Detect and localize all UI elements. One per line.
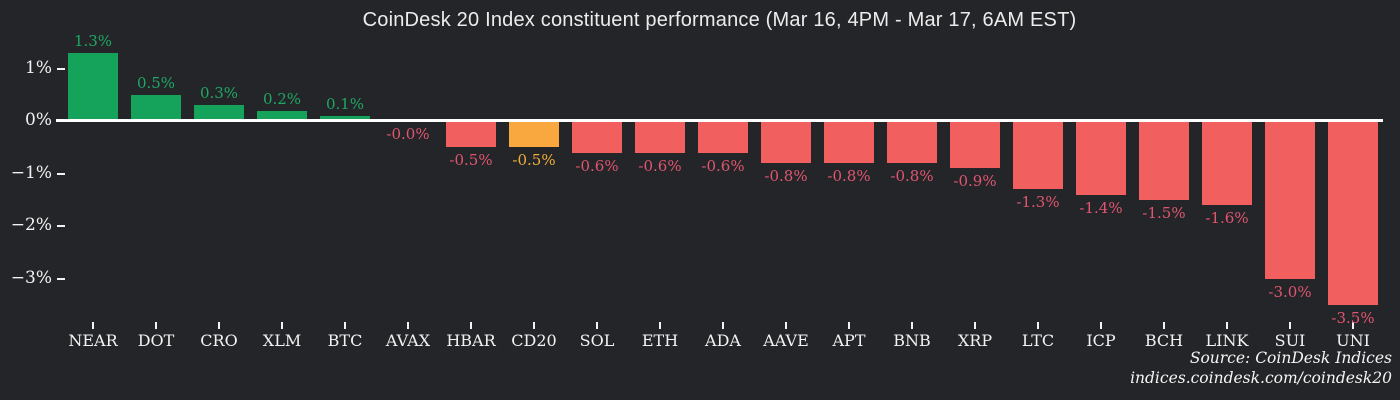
bar-ada <box>698 121 748 153</box>
x-axis-tick-mark <box>974 322 976 329</box>
x-axis-tick-mark <box>92 322 94 329</box>
x-axis-label-btc: BTC <box>327 331 363 350</box>
bar-value-label: -0.6% <box>575 156 619 175</box>
x-axis-label-bch: BCH <box>1144 331 1184 350</box>
bar-value-label: -0.5% <box>512 151 556 170</box>
bar-cro <box>194 105 244 121</box>
x-axis-label-icp: ICP <box>1086 331 1116 350</box>
y-axis-tick-label: 1% <box>25 57 52 78</box>
x-axis-tick-mark <box>470 322 472 329</box>
bar-aave <box>761 121 811 163</box>
bar-value-label: -0.8% <box>764 167 808 185</box>
bar-value-label: -0.8% <box>827 167 871 185</box>
bar-value-label: -1.4% <box>1079 198 1123 217</box>
x-axis-tick-mark <box>1163 322 1165 329</box>
x-axis-tick-mark <box>785 322 787 329</box>
y-axis-tick-mark <box>57 172 65 175</box>
bar-value-label: 0.1% <box>325 94 365 113</box>
bar-xlm <box>257 110 307 121</box>
x-axis-label-avax: AVAX <box>385 331 431 350</box>
x-axis-label-eth: ETH <box>641 331 679 350</box>
x-axis-tick-mark <box>1226 322 1228 329</box>
x-axis-tick-mark <box>1352 322 1354 329</box>
zero-baseline <box>56 119 1383 122</box>
bar-uni <box>1328 121 1378 305</box>
x-axis-tick-mark <box>1289 322 1291 329</box>
bar-hbar <box>446 121 496 148</box>
x-axis-label-sui: SUI <box>1274 331 1306 350</box>
x-axis-label-aave: AAVE <box>763 331 809 350</box>
bar-apt <box>824 121 874 163</box>
x-axis-label-sol: SOL <box>579 331 615 350</box>
bar-value-label: 0.2% <box>262 89 302 108</box>
y-axis-tick-label: −1% <box>10 162 52 183</box>
bar-sui <box>1265 121 1315 279</box>
bar-value-label: -1.6% <box>1205 209 1249 227</box>
x-axis-label-link: LINK <box>1205 331 1249 350</box>
x-axis-label-apt: APT <box>832 331 866 350</box>
x-axis-tick-mark <box>911 322 913 329</box>
bar-value-label: 1.3% <box>73 31 113 50</box>
bar-value-label: -0.0% <box>386 125 430 143</box>
x-axis-tick-mark <box>1100 322 1102 329</box>
y-axis-tick-label: −2% <box>10 215 52 235</box>
y-axis-tick-mark <box>57 225 65 227</box>
bar-eth <box>635 121 685 153</box>
bar-value-label: -0.8% <box>890 167 934 185</box>
x-axis-label-uni: UNI <box>1336 331 1370 350</box>
bar-value-label: -1.3% <box>1016 193 1060 212</box>
bar-bch <box>1139 121 1189 200</box>
bar-value-label: -0.9% <box>953 172 997 191</box>
x-axis-tick-mark <box>659 322 661 329</box>
bar-bnb <box>887 121 937 163</box>
bar-link <box>1202 121 1252 205</box>
bar-dot <box>131 94 181 121</box>
x-axis-tick-mark <box>407 322 409 329</box>
source-attribution: Source: CoinDesk Indices indices.coindes… <box>1130 348 1392 388</box>
x-axis-tick-mark <box>155 322 157 329</box>
bar-value-label: -1.5% <box>1142 203 1186 222</box>
bar-xrp <box>950 121 1000 169</box>
bar-cd20 <box>509 121 559 148</box>
y-axis-tick-label: 0% <box>25 110 52 130</box>
x-axis-label-hbar: HBAR <box>446 331 496 350</box>
bar-ltc <box>1013 121 1063 190</box>
bar-sol <box>572 121 622 153</box>
x-axis-label-xlm: XLM <box>262 331 302 350</box>
bar-value-label: 0.3% <box>199 84 239 103</box>
x-axis-label-cd20: CD20 <box>511 331 557 350</box>
chart-title: CoinDesk 20 Index constituent performanc… <box>362 9 1077 31</box>
x-axis-tick-mark <box>596 322 598 329</box>
x-axis-label-near: NEAR <box>68 331 118 350</box>
x-axis-tick-mark <box>1037 322 1039 329</box>
bar-value-label: -3.0% <box>1268 282 1312 301</box>
bar-value-label: -0.5% <box>449 151 493 170</box>
source-url: indices.coindesk.com/coindesk20 <box>1130 369 1392 387</box>
x-axis-tick-mark <box>344 322 346 329</box>
x-axis-label-cro: CRO <box>200 331 238 350</box>
bar-value-label: -3.5% <box>1331 308 1375 327</box>
x-axis-label-ltc: LTC <box>1021 331 1055 350</box>
x-axis-tick-mark <box>848 322 850 329</box>
bar-icp <box>1076 121 1126 195</box>
x-axis-tick-mark <box>533 322 535 329</box>
x-axis-tick-mark <box>218 322 220 329</box>
bar-value-label: 0.5% <box>136 73 176 92</box>
x-axis-label-xrp: XRP <box>957 331 993 350</box>
x-axis-label-bnb: BNB <box>893 331 931 350</box>
source-line: Source: CoinDesk Indices <box>1189 349 1392 367</box>
bar-near <box>68 52 118 121</box>
y-axis-tick-label: −3% <box>10 267 52 288</box>
y-axis-tick-mark <box>57 277 65 280</box>
bar-value-label: -0.6% <box>701 156 745 175</box>
x-axis-tick-mark <box>722 322 724 329</box>
x-axis-label-dot: DOT <box>137 331 175 350</box>
x-axis-label-ada: ADA <box>705 331 741 350</box>
bar-value-label: -0.6% <box>638 156 682 175</box>
y-axis-tick-mark <box>57 67 65 70</box>
x-axis-tick-mark <box>281 322 283 329</box>
bar-btc <box>320 115 370 121</box>
